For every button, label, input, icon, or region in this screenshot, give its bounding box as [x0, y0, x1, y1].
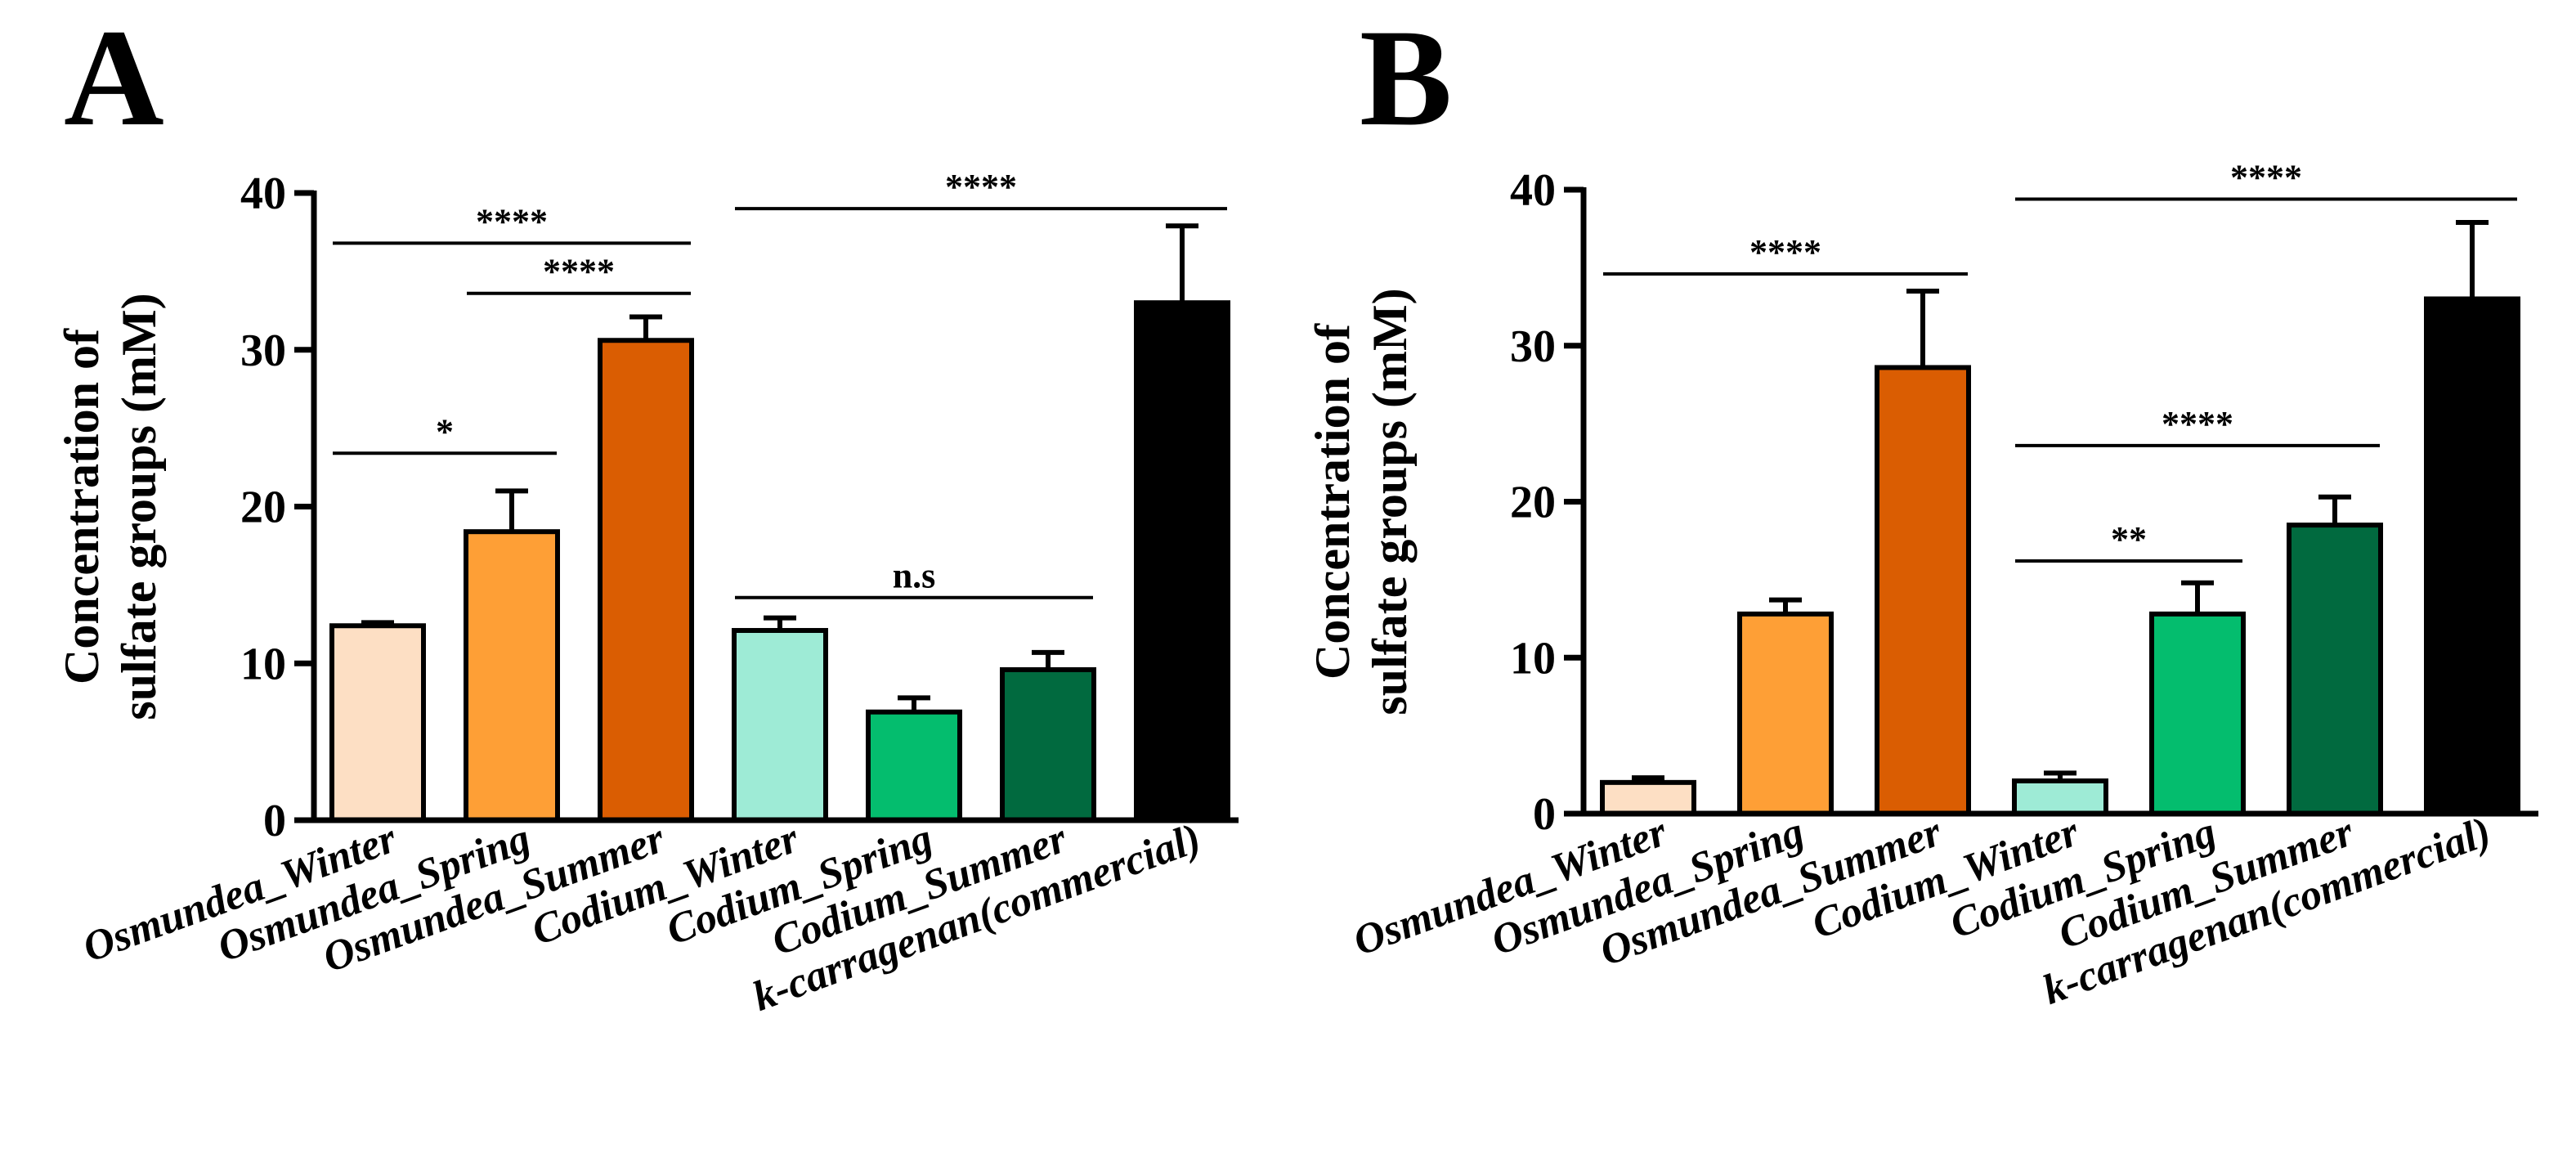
bar-chart-b: 010203040Osmundea_WinterOsmundea_SpringO…: [1306, 157, 2538, 1014]
y-tick-label-a-3: 30: [240, 325, 286, 376]
y-tick-label-a-2: 20: [240, 482, 286, 533]
bar-b-1: [1737, 611, 1834, 817]
significance-label-b-2: ****: [2162, 404, 2233, 444]
bar-a-6: [1134, 300, 1230, 823]
bar-a-3: [732, 627, 828, 823]
significance-label-b-0: ****: [1749, 232, 1821, 272]
bar-a-0: [329, 623, 426, 823]
y-tick-label-a-1: 10: [240, 639, 286, 689]
bar-b-5: [2287, 523, 2383, 816]
significance-label-a-3: n.s: [893, 556, 936, 596]
y-tick-label-b-0: 0: [1533, 789, 1556, 840]
bar-a-5: [1000, 666, 1096, 823]
significance-label-a-1: ****: [543, 252, 615, 292]
bar-b-2: [1875, 365, 1971, 816]
y-tick-label-b-2: 20: [1510, 478, 1556, 528]
y-tick-label-b-3: 30: [1510, 321, 1556, 372]
y-tick-label-a-4: 40: [240, 168, 286, 219]
y-axis-title-a-line-1: sulfate groups (mM): [112, 293, 166, 720]
panel-letter-a: A: [64, 1, 164, 155]
y-tick-label-b-4: 40: [1510, 165, 1556, 216]
bar-b-0: [1600, 779, 1696, 816]
panel-letter-b: B: [1360, 1, 1453, 155]
bar-a-2: [598, 338, 694, 823]
panel-b: B 0 10 20 30 40 Osmundea_Winter Osmundea_Sprin…: [1288, 0, 2576, 1171]
significance-label-a-2: ****: [476, 201, 548, 241]
bar-b-3: [2012, 778, 2108, 817]
y-axis-title-a-line-0: Concentration of: [55, 328, 109, 684]
bar-b-6: [2424, 296, 2520, 816]
significance-label-a-0: *: [436, 411, 454, 451]
bar-chart-a: 010203040Osmundea_WinterOsmundea_SpringO…: [55, 167, 1239, 1021]
significance-label-a-4: ****: [945, 167, 1017, 207]
y-tick-label-a-0: 0: [263, 796, 286, 846]
y-axis-title-b-line-1: sulfate groups (mM): [1363, 288, 1417, 715]
bar-a-4: [866, 709, 962, 823]
panel-a: A 0 10 20 30 40 Osmundea_Winter Osmundea_Sprin…: [55, 1, 1239, 1021]
significance-label-b-3: ****: [2230, 157, 2302, 197]
bar-a-1: [464, 529, 560, 823]
y-axis-title-b-line-0: Concentration of: [1306, 323, 1360, 680]
bar-b-4: [2149, 611, 2246, 817]
y-tick-label-b-1: 10: [1510, 633, 1556, 684]
significance-label-b-1: **: [2111, 519, 2147, 559]
